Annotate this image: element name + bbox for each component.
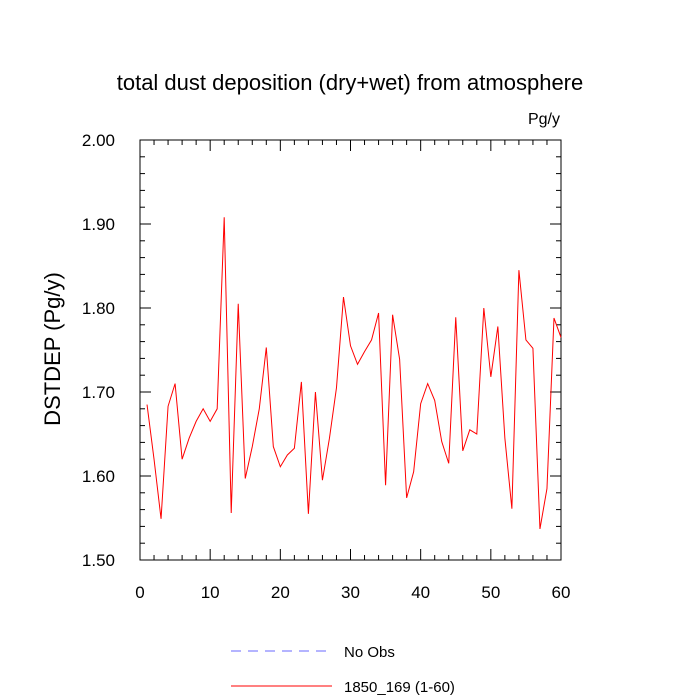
x-tick-label: 10 <box>201 583 220 602</box>
y-tick-label: 1.50 <box>82 551 115 570</box>
legend-label: 1850_169 (1-60) <box>344 679 455 696</box>
series-group <box>146 217 562 530</box>
chart-title: total dust deposition (dry+wet) from atm… <box>117 70 584 95</box>
axis-tick-labels: 0 10 20 30 40 50 60 1.50 1.60 1.70 1.80 1.90 2.00 <box>82 131 571 602</box>
units-label: Pg/y <box>528 111 560 128</box>
legend-label: No Obs <box>344 644 395 661</box>
y-tick-label: 1.60 <box>82 467 115 486</box>
series-line <box>146 217 562 530</box>
y-tick-label: 2.00 <box>82 131 115 150</box>
legend: No Obs 1850_169 (1-60) <box>231 644 455 696</box>
axis-ticks <box>139 139 562 561</box>
x-tick-label: 40 <box>411 583 430 602</box>
y-tick-label: 1.80 <box>82 299 115 318</box>
x-tick-label: 50 <box>481 583 500 602</box>
x-tick-label: 0 <box>135 583 144 602</box>
y-axis-label: DSTDEP (Pg/y) <box>40 272 65 426</box>
x-tick-label: 20 <box>271 583 290 602</box>
x-tick-label: 60 <box>552 583 571 602</box>
plot-frame <box>139 139 562 561</box>
y-tick-label: 1.90 <box>82 215 115 234</box>
y-tick-label: 1.70 <box>82 383 115 402</box>
x-tick-label: 30 <box>341 583 360 602</box>
